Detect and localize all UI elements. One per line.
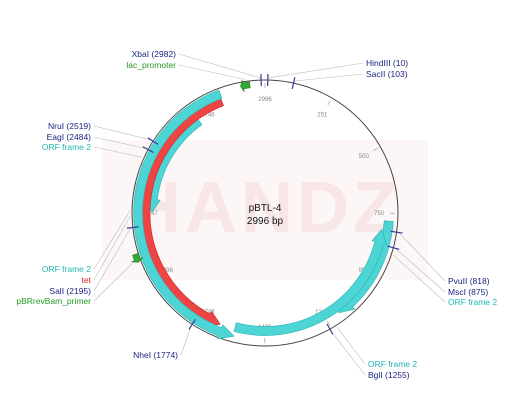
feature-orf-frame-2-outer-left bbox=[133, 89, 235, 340]
leader-line-orf-frame-2 bbox=[93, 210, 131, 270]
leader-line-pvuii-818 bbox=[398, 232, 446, 282]
enzyme-site-nhei bbox=[188, 318, 197, 330]
label-eagi-2484: EagI (2484) bbox=[47, 132, 92, 142]
label-orf-frame-2: ORF frame 2 bbox=[42, 142, 91, 152]
tick-mark-1249 bbox=[327, 321, 331, 326]
enzyme-site-nrui bbox=[147, 137, 159, 145]
enzyme-site-sacii bbox=[291, 77, 296, 90]
leader-line-orf-frame-2 bbox=[336, 327, 366, 365]
label-sacii-103: SacII (103) bbox=[366, 69, 408, 79]
label-tet: tet bbox=[82, 275, 92, 285]
tick-label-2746: 2746 bbox=[201, 112, 215, 118]
leader-line-orf-frame-2 bbox=[93, 146, 143, 158]
features bbox=[131, 79, 394, 340]
labels: XbaI (2982)lac_promoter HindIII (10)SacII… bbox=[16, 49, 497, 380]
label-sali-2195: SalI (2195) bbox=[49, 286, 91, 296]
leader-line-hindiii-10 bbox=[267, 62, 364, 79]
label-leader-lines bbox=[93, 53, 446, 376]
leader-line-xbai-2982 bbox=[178, 53, 262, 79]
label-nrui-2519: NruI (2519) bbox=[48, 121, 91, 131]
feature-orf-frame-2-bottom bbox=[233, 228, 387, 336]
leader-line-eagi-2484 bbox=[93, 136, 147, 149]
label-hindiii-10: HindIII (10) bbox=[366, 58, 408, 68]
feature-pbrrevbam-primer bbox=[131, 252, 144, 263]
leader-line-tet bbox=[93, 216, 131, 281]
tick-label-1998: 1998 bbox=[160, 268, 174, 274]
tick-mark-251 bbox=[327, 100, 331, 106]
tick-label-2247: 2247 bbox=[144, 211, 158, 217]
leader-line-nhei-1774 bbox=[180, 325, 192, 356]
plasmid-name: pBTL-4 bbox=[249, 203, 282, 214]
leader-line-sali-2195 bbox=[93, 227, 132, 292]
enzyme-site-pvuii bbox=[390, 230, 403, 234]
tick-mark-500 bbox=[373, 147, 378, 151]
enzyme-site-msci bbox=[387, 245, 400, 250]
tick-label-2996: 2996 bbox=[258, 97, 272, 103]
label-pvuii-818: PvuII (818) bbox=[448, 276, 490, 286]
leader-line-pbrrevbam-primer bbox=[93, 257, 138, 302]
enzyme-sites bbox=[126, 74, 403, 335]
leader-line-orf-frame-2 bbox=[393, 254, 446, 303]
label-lac-promoter: lac_promoter bbox=[126, 60, 176, 70]
label-orf-frame-2: ORF frame 2 bbox=[448, 297, 497, 307]
feature-lac-promoter bbox=[240, 79, 251, 92]
tick-label-750: 750 bbox=[374, 211, 385, 217]
enzyme-site-sali bbox=[126, 226, 139, 229]
leader-line-msci-875 bbox=[395, 248, 446, 293]
label-xbai-2982: XbaI (2982) bbox=[132, 49, 177, 59]
leader-line-bgli-1255 bbox=[330, 330, 366, 376]
label-bgli-1255: BglI (1255) bbox=[368, 370, 410, 380]
tick-label-251: 251 bbox=[317, 112, 328, 118]
tick-label-500: 500 bbox=[359, 154, 370, 160]
leader-line-sacii-103 bbox=[293, 73, 364, 82]
enzyme-site-eagi bbox=[142, 146, 154, 153]
leader-line-lac-promoter bbox=[178, 64, 246, 80]
watermark-text: HANDZ bbox=[129, 168, 401, 248]
label-nhei-1774: NheI (1774) bbox=[133, 350, 178, 360]
plasmid-size: 2996 bp bbox=[247, 216, 284, 227]
label-msci-875: MscI (875) bbox=[448, 287, 488, 297]
label-orf-frame-2: ORF frame 2 bbox=[368, 359, 417, 369]
label-pbrrevbam-primer: pBRrevBam_primer bbox=[16, 296, 91, 306]
enzyme-site-bgli bbox=[326, 323, 334, 335]
leader-line-nrui-2519 bbox=[93, 125, 152, 141]
label-orf-frame-2: ORF frame 2 bbox=[42, 264, 91, 274]
backbone-circle bbox=[131, 79, 399, 347]
backbone bbox=[131, 79, 399, 347]
